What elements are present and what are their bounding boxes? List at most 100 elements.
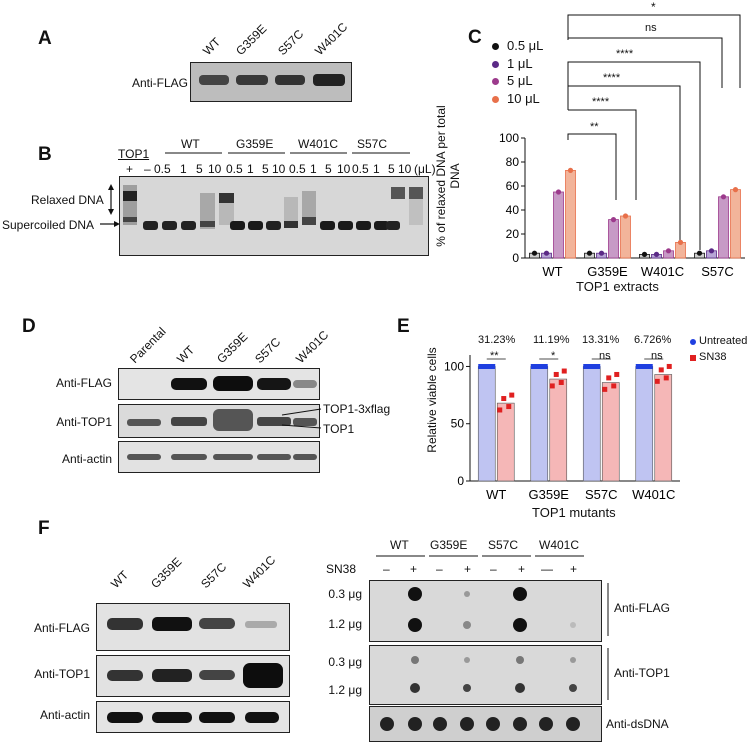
panel-f-actin-bands [107, 712, 279, 723]
chart-c-point [720, 194, 727, 200]
gel-dose-label: 1 [310, 162, 317, 176]
significance-label: ** [590, 121, 599, 133]
panel-f-blot-top1 [96, 655, 290, 697]
chart-e-bar-sn38 [549, 378, 568, 482]
dot-amount-label: 1.2 μg [328, 683, 362, 697]
chart-e-bar-untreated [635, 366, 654, 482]
chart-e-sn38-point [663, 375, 669, 381]
chart-c-point [622, 213, 629, 219]
panel-d-row-label: Anti-actin [61, 452, 112, 466]
chart-c-point [696, 250, 703, 256]
sn38-mark: – [490, 562, 497, 576]
top1-control-label: TOP1 [118, 147, 150, 161]
panel-f-flag-bands [107, 617, 277, 631]
gel-unit-label: (μL) [414, 162, 436, 176]
legend-label: 5 μL [507, 73, 533, 88]
gel-group-label: S57C [357, 137, 388, 151]
sn38-label: SN38 [326, 562, 357, 576]
chart-c-point [610, 217, 617, 223]
dot-group-label: S57C [488, 538, 519, 552]
legend-dot-icon [492, 43, 499, 50]
panel-a-blot [190, 62, 352, 102]
gel-minus-mark: – [144, 162, 151, 176]
relaxed-dna-label: Relaxed DNA [31, 193, 104, 207]
dot-row-label: Anti-dsDNA [606, 717, 669, 731]
panel-f-row-label: Anti-FLAG [33, 621, 90, 635]
chart-e-category-label: S57C [585, 487, 618, 502]
significance-label: * [551, 350, 556, 362]
chart-e-sn38-point [509, 392, 515, 398]
sn38-mark: + [570, 562, 578, 576]
chart-e-sn38-point [602, 386, 608, 392]
chart-e-sn38-point [549, 383, 555, 389]
chart-c-y-tick-label: 0 [512, 251, 519, 265]
dot-blot-flag-dots [408, 587, 576, 632]
panel-label-d: D [22, 316, 36, 337]
gel-dose-label: 0.5 [154, 162, 171, 176]
chart-c-y-tick-label: 80 [506, 155, 520, 169]
sn38-mark: – [383, 562, 390, 576]
legend-dot-icon [492, 96, 499, 103]
chart-e-bar-sn38 [654, 374, 673, 482]
gel-dose-label: 0.5 [226, 162, 243, 176]
chart-c-y-tick-label: 40 [506, 203, 520, 217]
gel-group-label: W401C [298, 137, 339, 151]
chart-e-sn38-point [606, 375, 612, 381]
panel-d-blot-flag [118, 368, 320, 400]
significance-label: **** [603, 72, 621, 84]
gel-dose-label: 1 [373, 162, 380, 176]
percent-label: 31.23% [478, 334, 516, 346]
gel-dose-label: 1 [247, 162, 254, 176]
significance-label: ns [599, 350, 611, 362]
significance-label: **** [616, 48, 634, 60]
significance-label: **** [592, 96, 610, 108]
panel-f-blot-actin [96, 701, 290, 733]
chart-e-sn38-point [658, 367, 664, 373]
chart-e-sn38-point [666, 363, 672, 369]
panel-a-row-label: Anti-FLAG [131, 76, 188, 90]
significance-label: ns [651, 350, 663, 362]
gel-dose-label: 10 [208, 162, 222, 176]
chart-e-category-label: W401C [632, 487, 675, 502]
panel-f-row-label: Anti-actin [39, 708, 90, 722]
legend-label: 1 μL [507, 56, 533, 71]
dot-amount-label: 0.3 μg [328, 587, 362, 601]
panel-label-c: C [468, 27, 482, 48]
chart-e-category-label: WT [486, 487, 506, 502]
panel-d-row-label: Anti-FLAG [55, 376, 112, 390]
gel-plus-mark: + [126, 162, 134, 176]
chart-e-xlabel: TOP1 mutants [532, 505, 616, 520]
sn38-mark: + [464, 562, 472, 576]
chart-c-y-tick-label: 20 [506, 227, 520, 241]
chart-e-category-label: G359E [529, 487, 570, 502]
panel-label-f: F [38, 518, 50, 539]
sn38-mark: + [410, 562, 418, 576]
dot-blot-top1 [369, 645, 602, 705]
chart-e-sn38-point [501, 396, 507, 402]
top1-band-label: TOP1 [323, 422, 355, 436]
sn38-mark: + [518, 562, 526, 576]
legend-label: 10 μL [507, 91, 540, 106]
chart-c-xlabel: TOP1 extracts [576, 279, 659, 294]
chart-e-bar-sn38 [496, 402, 515, 482]
chart-e-y-tick-label: 50 [451, 417, 465, 431]
chart-c-y-tick-label: 100 [499, 131, 519, 145]
dot-amount-label: 1.2 μg [328, 617, 362, 631]
gel-dose-label: 5 [196, 162, 203, 176]
chart-e-sn38-point [553, 371, 559, 377]
chart-e-ylabel: Relative viable cells [425, 347, 439, 453]
chart-e-bar-sn38 [601, 382, 620, 482]
dot-amount-label: 0.3 μg [328, 655, 362, 669]
chart-c-category-label: S57C [701, 264, 734, 279]
chart-c-point [567, 167, 574, 173]
chart-c-point [732, 187, 739, 193]
panel-f-blot-flag [96, 603, 290, 651]
gel-group-label: WT [181, 137, 200, 151]
chart-c-category-label: W401C [641, 264, 684, 279]
dot-blot-dsdna [369, 706, 602, 742]
percent-label: 13.31% [582, 334, 620, 346]
chart-e-bar-untreated [582, 366, 601, 482]
dot-blot-top1-dots [410, 656, 577, 693]
chart-e-y-tick-label: 100 [444, 359, 464, 373]
